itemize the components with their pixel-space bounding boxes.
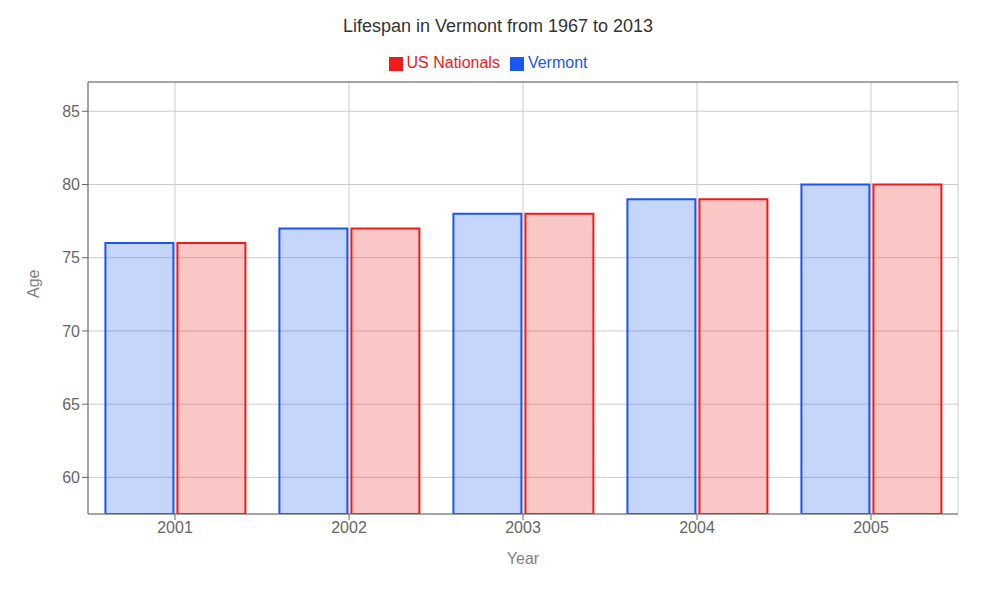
svg-text:70: 70 [62,323,80,340]
svg-text:85: 85 [62,103,80,120]
svg-text:2005: 2005 [853,519,889,536]
svg-text:80: 80 [62,176,80,193]
html-text:Lifespan in Vermont from 1967: Lifespan in Vermont from 1967 to 2013 [342,16,654,36]
svg-text:Year: Year [507,550,540,567]
svg-text:2002: 2002 [331,519,367,536]
svg-text:65: 65 [62,396,80,413]
svg-text:2001: 2001 [157,519,193,536]
svg-text:Age: Age [25,269,42,298]
html-text:US Nationals: US Nationals [406,54,500,71]
svg-text:2004: 2004 [679,519,715,536]
svg-text:75: 75 [62,249,80,266]
svg-text:60: 60 [62,469,80,486]
svg-text:2003: 2003 [505,519,541,536]
html-text:Vermont: Vermont [527,54,588,71]
